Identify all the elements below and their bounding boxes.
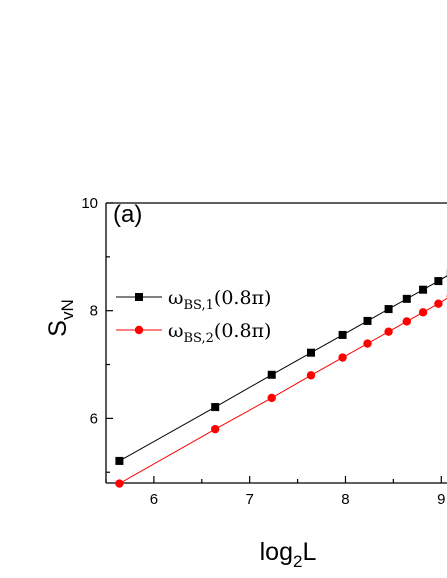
x-tick-label: 9 — [437, 491, 445, 508]
x-axis-title: log2L — [260, 538, 317, 571]
series-2-point — [434, 299, 443, 308]
x-tick-label: 8 — [341, 491, 349, 508]
series-1-point — [267, 370, 276, 379]
x-axis-title-sub: 2 — [293, 552, 302, 571]
x-tick-label: 7 — [246, 491, 254, 508]
series-2-point — [384, 327, 393, 336]
legend-label-series-1-sub: BS,1 — [184, 298, 214, 313]
y-tick-label: 8 — [90, 303, 98, 320]
series-1-point — [434, 277, 443, 286]
series-1-point — [402, 294, 411, 303]
legend-label-series-2-main: ω — [168, 320, 184, 342]
legend-label-series-2: ωBS,2(0.8π) — [168, 320, 271, 346]
series-1-point — [115, 456, 124, 465]
series-2-line — [119, 297, 447, 484]
y-tick-label: 10 — [81, 195, 98, 212]
series-2-point — [402, 317, 411, 326]
series-2-point — [338, 353, 347, 362]
legend-label-series-2-tail: (0.8π) — [214, 320, 272, 342]
series-1-point — [384, 305, 393, 314]
panel-label: (a) — [113, 201, 142, 228]
series-2-point — [306, 371, 316, 380]
legend: ωBS,1(0.8π) ωBS,2(0.8π) — [116, 287, 271, 346]
legend-label-series-2-sub: BS,2 — [184, 331, 214, 346]
series-1-point — [211, 403, 220, 412]
legend-label-series-1-main: ω — [168, 287, 184, 309]
series-layer — [115, 269, 447, 488]
x-axis-title-tail: L — [302, 538, 316, 566]
y-tick-label: 6 — [90, 410, 98, 427]
series-1-point — [419, 285, 428, 294]
series-1-point — [363, 316, 372, 325]
x-tick-label: 6 — [150, 491, 158, 508]
legend-marker-series-2 — [134, 325, 144, 335]
series-2-point — [211, 424, 220, 434]
legend-label-series-1: ωBS,1(0.8π) — [168, 287, 271, 313]
series-2-point — [115, 479, 124, 488]
axes: 6 7 8 9 6 8 10 — [81, 195, 447, 508]
legend-marker-series-1 — [135, 293, 143, 301]
legend-label-series-1-tail: (0.8π) — [214, 287, 272, 309]
y-axis-title-main: S — [44, 320, 72, 337]
y-axis-title-sub: vN — [58, 299, 77, 320]
series-2-point — [418, 308, 428, 317]
series-2-point — [363, 339, 372, 348]
y-axis-title: SvN — [44, 299, 77, 336]
series-1-point — [306, 348, 315, 357]
series-1 — [115, 269, 447, 465]
series-1-point — [338, 330, 347, 339]
series-2-point — [267, 393, 276, 403]
series-2 — [115, 294, 447, 488]
x-axis-title-main: log — [260, 538, 293, 566]
